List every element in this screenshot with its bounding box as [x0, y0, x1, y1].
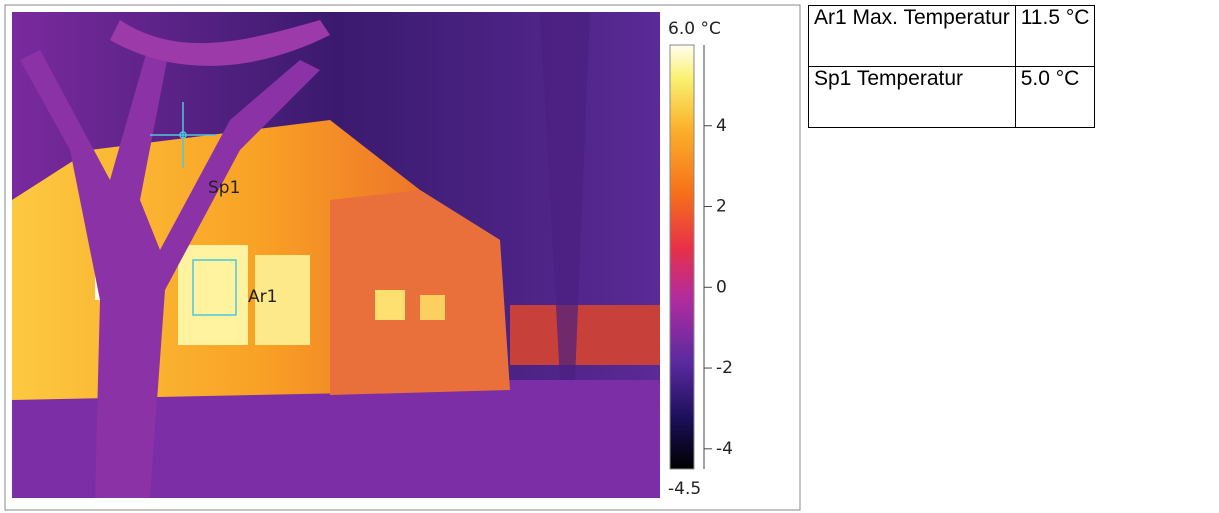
table-cell: 11.5 °C	[1015, 6, 1095, 67]
colorbar-tick-label: 0	[716, 277, 727, 297]
marker-label: Sp1	[208, 178, 240, 198]
colorbar	[670, 45, 694, 469]
marker-label: Ar1	[248, 287, 277, 307]
table-cell: Ar1 Max. Temperatur	[809, 6, 1016, 67]
thermal-panel: Sp1 Ar1 6.0 °C -4.5 4 2 0 -2 -4	[0, 0, 805, 513]
thermal-image	[12, 12, 660, 498]
table-cell: 5.0 °C	[1015, 67, 1095, 128]
colorbar-tick-label: -4	[716, 439, 733, 459]
colorbar-tick-label: 4	[716, 116, 727, 136]
colorbar-min-label: -4.5	[668, 479, 701, 499]
page: Sp1 Ar1 6.0 °C -4.5 4 2 0 -2 -4 Ar1 Max. Tempe…	[0, 0, 1219, 513]
colorbar-tick-label: -2	[716, 358, 733, 378]
colorbar-max-label: 6.0 °C	[668, 19, 721, 39]
colorbar-tick-label: 2	[716, 197, 727, 217]
table-cell: Sp1 Temperatur	[809, 67, 1016, 128]
